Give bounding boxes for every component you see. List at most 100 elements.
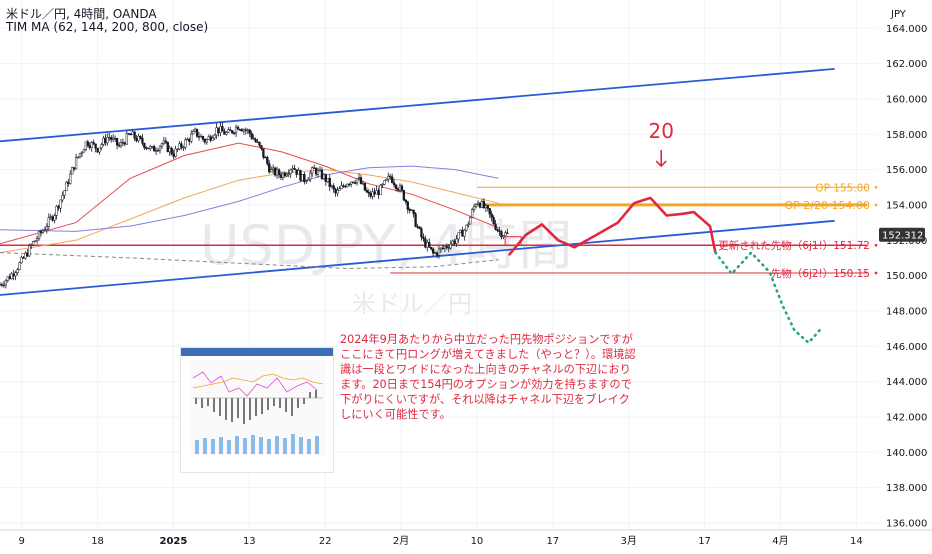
candle-body [90, 142, 93, 148]
candle-body [108, 136, 111, 139]
candle-body [270, 169, 273, 173]
candle-body [326, 178, 329, 182]
candle-body [262, 148, 265, 158]
candle-body [443, 246, 447, 249]
candle-body [82, 149, 86, 153]
candle-body [453, 240, 456, 244]
candle-body [457, 232, 460, 240]
candle-body [221, 126, 224, 132]
candle-body [84, 141, 87, 150]
y-tick-label: 138.000 [886, 483, 927, 494]
candle-body [61, 195, 64, 201]
candle-body [406, 201, 409, 210]
candle-body [414, 213, 417, 227]
candle-body [361, 183, 365, 185]
forecast-red-path [508, 196, 717, 256]
candle-body [6, 276, 9, 281]
candle-body [248, 129, 251, 134]
candle-body [478, 202, 482, 208]
y-tick-label: 148.000 [886, 306, 927, 317]
candle-body [392, 182, 396, 186]
candle-body [158, 145, 162, 151]
candle-body [299, 170, 302, 181]
level-marker [874, 185, 878, 189]
candle-body [258, 141, 261, 146]
candle-body [88, 145, 91, 148]
candle-body [277, 169, 281, 175]
candle-body [242, 129, 246, 132]
candle-body [96, 148, 99, 153]
candle-body [133, 131, 136, 139]
candle-body [480, 201, 484, 208]
candle-body [117, 144, 121, 147]
candle-body [307, 178, 310, 182]
candle-body [195, 128, 199, 137]
candle-body [301, 174, 304, 181]
candle-body [125, 133, 128, 145]
candle-body [190, 133, 193, 142]
candle-body [236, 126, 240, 130]
candle-body [110, 136, 113, 140]
candle-body [273, 167, 277, 176]
candle-body [408, 209, 411, 211]
candle-body [137, 135, 140, 142]
candle-body [229, 129, 232, 131]
candle-body [420, 228, 423, 238]
candle-body [469, 217, 472, 225]
candle-body [338, 188, 341, 191]
candle-body [119, 142, 123, 147]
candle-body [383, 180, 386, 185]
candle-body [472, 206, 476, 210]
candle-body [35, 238, 39, 242]
candle-body [254, 138, 257, 143]
candle-body [205, 139, 208, 143]
x-tick-label: 17 [698, 536, 711, 547]
candle-body [49, 216, 52, 218]
channel-upper-line [0, 68, 835, 143]
candle-body [12, 273, 15, 277]
y-tick-label: 162.000 [886, 59, 927, 70]
candle-body [147, 147, 150, 150]
annotation-arrow-head [655, 160, 667, 168]
indicator-legend: TIM MA (62, 144, 200, 800, close) [6, 20, 209, 34]
x-tick-label: 10 [471, 536, 484, 547]
candle-body [451, 240, 454, 245]
candle-body [272, 167, 275, 170]
y-tick-label: 142.000 [886, 412, 927, 423]
candle-body [14, 272, 17, 277]
candle-body [410, 209, 413, 212]
candle-body [303, 174, 306, 183]
candle-body [199, 136, 203, 138]
candle-body [127, 133, 130, 135]
candle-body [394, 184, 398, 189]
y-tick-label: 158.000 [886, 130, 927, 141]
candle-body [0, 284, 2, 286]
candle-body [139, 135, 142, 139]
candle-body [80, 152, 84, 154]
candle-body [344, 185, 347, 188]
candle-body [176, 148, 179, 150]
candle-body [435, 252, 439, 256]
candle-body [92, 142, 95, 145]
candle-body [316, 170, 320, 175]
candle-body [352, 181, 355, 184]
x-tick-label: 18 [91, 536, 104, 547]
candle-body [250, 133, 253, 139]
candle-body [10, 273, 13, 280]
y-tick-label: 150.000 [886, 271, 927, 282]
candle-body [69, 173, 72, 184]
candle-body [287, 173, 290, 175]
price-box [504, 236, 522, 247]
candle-body [336, 190, 339, 194]
candle-body [156, 149, 160, 152]
x-tick-label: 14 [850, 536, 863, 547]
embedded-cot-chart [180, 347, 334, 473]
candle-body [33, 240, 37, 242]
candle-body [348, 183, 351, 186]
candle-body [149, 146, 152, 150]
candle-body [385, 178, 388, 181]
level-marker [874, 203, 878, 207]
moving-average-ma800 [0, 252, 499, 270]
